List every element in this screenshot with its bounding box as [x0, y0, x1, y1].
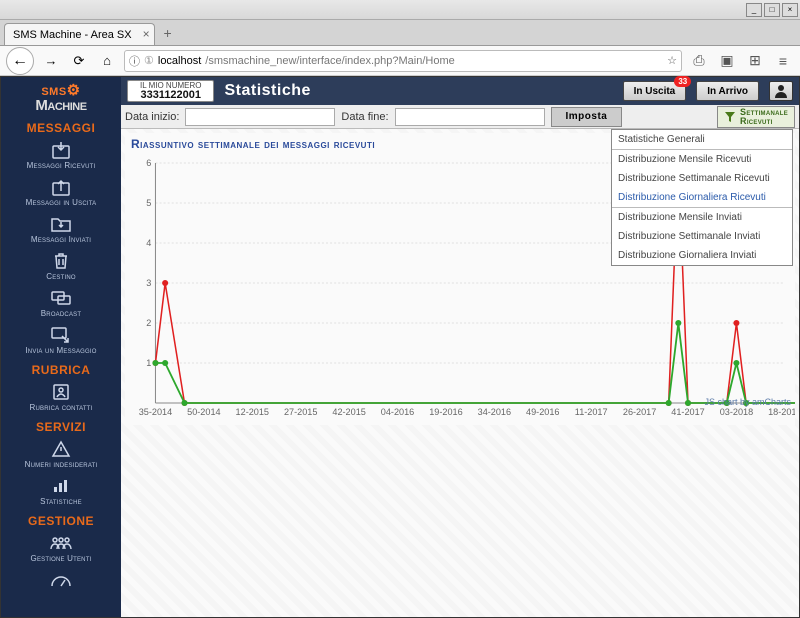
app-logo: sms⚙ Machine: [35, 79, 86, 119]
home-button[interactable]: ⌂: [96, 50, 118, 72]
win-minimize[interactable]: _: [746, 3, 762, 17]
sidebar: sms⚙ Machine MESSAGGI Messaggi Ricevuti …: [1, 77, 121, 617]
trash-icon: [48, 250, 74, 272]
nav-statistiche[interactable]: Statistiche: [40, 475, 82, 506]
dd-dist-settimanale-ricevuti[interactable]: Distribuzione Settimanale Ricevuti: [612, 169, 792, 188]
browser-toolbar: ← → ⟳ ⌂ ⓘ ① localhost /smsmachine_new/in…: [0, 46, 800, 76]
win-maximize[interactable]: □: [764, 3, 780, 17]
svg-text:19-2016: 19-2016: [429, 407, 462, 417]
user-menu-button[interactable]: [769, 81, 793, 101]
gauge-icon: [48, 569, 74, 591]
svg-text:41-2017: 41-2017: [671, 407, 704, 417]
svg-text:12-2015: 12-2015: [236, 407, 269, 417]
svg-text:6: 6: [146, 158, 151, 168]
dd-statistiche-generali[interactable]: Statistiche Generali: [612, 130, 792, 149]
browser-tab[interactable]: SMS Machine - Area SX ×: [4, 23, 155, 45]
back-button[interactable]: ←: [6, 47, 34, 75]
imposta-button[interactable]: Imposta: [551, 107, 623, 127]
url-host: localhost: [158, 55, 201, 67]
extension-icon[interactable]: ⊞: [744, 50, 766, 72]
nav-dashboard[interactable]: [48, 569, 74, 591]
url-bar[interactable]: ⓘ ① localhost /smsmachine_new/interface/…: [124, 50, 682, 72]
contacts-icon: [48, 381, 74, 403]
tab-close-icon[interactable]: ×: [143, 27, 150, 41]
dd-dist-giornaliera-ricevuti[interactable]: Distribuzione Giornaliera Ricevuti: [612, 188, 792, 207]
input-data-fine[interactable]: [395, 108, 545, 126]
info-icon[interactable]: ⓘ: [129, 53, 140, 69]
tab-title: SMS Machine - Area SX: [13, 29, 132, 41]
reload-button[interactable]: ⟳: [68, 50, 90, 72]
svg-text:03-2018: 03-2018: [720, 407, 753, 417]
dd-dist-mensile-ricevuti[interactable]: Distribuzione Mensile Ricevuti: [612, 150, 792, 169]
svg-text:11-2017: 11-2017: [575, 407, 608, 417]
browser-tabstrip: SMS Machine - Area SX × +: [0, 20, 800, 46]
nav-gestione-utenti[interactable]: Gestione Utenti: [31, 532, 92, 563]
section-rubrica: RUBRICA: [32, 363, 91, 377]
dd-dist-mensile-inviati[interactable]: Distribuzione Mensile Inviati: [612, 208, 792, 227]
input-data-inizio[interactable]: [185, 108, 335, 126]
nav-numeri-indesiderati[interactable]: Numeri indesiderati: [25, 438, 98, 469]
new-tab-button[interactable]: +: [157, 25, 179, 45]
forward-button[interactable]: →: [40, 50, 62, 72]
svg-text:42-2015: 42-2015: [332, 407, 365, 417]
stats-filter-dropdown[interactable]: SettimanaleRicevuti: [717, 106, 795, 128]
window-titlebar: _ □ ×: [0, 0, 800, 20]
dd-dist-settimanale-inviati[interactable]: Distribuzione Settimanale Inviati: [612, 227, 792, 246]
menu-icon[interactable]: ≡: [772, 50, 794, 72]
nav-broadcast[interactable]: Broadcast: [41, 287, 81, 318]
broadcast-icon: [48, 287, 74, 309]
nav-cestino[interactable]: Cestino: [46, 250, 76, 281]
nav-messaggi-inviati[interactable]: Messaggi Inviati: [31, 213, 91, 244]
svg-text:35-2014: 35-2014: [139, 407, 172, 417]
svg-text:34-2016: 34-2016: [478, 407, 511, 417]
svg-text:49-2016: 49-2016: [526, 407, 559, 417]
topbar: IL MIO NUMERO 3331122001 Statistiche In …: [121, 77, 799, 105]
main-content: IL MIO NUMERO 3331122001 Statistiche In …: [121, 77, 799, 617]
folder-sent-icon: [48, 213, 74, 235]
svg-text:3: 3: [146, 278, 151, 288]
nav-rubrica-contatti[interactable]: Rubrica contatti: [30, 381, 93, 412]
svg-text:27-2015: 27-2015: [284, 407, 317, 417]
inbox-down-icon: [48, 139, 74, 161]
outbox-up-icon: [48, 176, 74, 198]
svg-text:5: 5: [146, 198, 151, 208]
nav-messaggi-uscita[interactable]: Messaggi in Uscita: [26, 176, 97, 207]
svg-text:1: 1: [146, 358, 151, 368]
svg-text:2: 2: [146, 318, 151, 328]
svg-text:04-2016: 04-2016: [381, 407, 414, 417]
badge-count: 33: [674, 76, 691, 87]
win-close[interactable]: ×: [782, 3, 798, 17]
user-icon: [774, 84, 788, 98]
compose-icon: [48, 324, 74, 346]
url-proto: ①: [144, 54, 154, 67]
filter-bar: Data inizio: Data fine: Imposta Settiman…: [121, 105, 799, 129]
label-data-fine: Data fine:: [341, 111, 388, 123]
label-data-inizio: Data inizio:: [125, 111, 179, 123]
pocket-icon[interactable]: ▣: [716, 50, 738, 72]
stats-dropdown-menu: Statistiche Generali Distribuzione Mensi…: [611, 129, 793, 266]
in-uscita-button[interactable]: In Uscita 33: [623, 81, 687, 101]
users-icon: [48, 532, 74, 554]
svg-text:50-2014: 50-2014: [187, 407, 220, 417]
funnel-icon: [724, 111, 736, 123]
url-path: /smsmachine_new/interface/index.php?Main…: [205, 55, 663, 67]
page-title: Statistiche: [224, 82, 310, 100]
svg-text:26-2017: 26-2017: [623, 407, 656, 417]
warning-icon: [48, 438, 74, 460]
chart-icon: [48, 475, 74, 497]
my-number-box[interactable]: IL MIO NUMERO 3331122001: [127, 80, 214, 102]
dd-dist-giornaliera-inviati[interactable]: Distribuzione Giornaliera Inviati: [612, 246, 792, 265]
in-arrivo-button[interactable]: In Arrivo: [696, 81, 759, 101]
section-messaggi: MESSAGGI: [27, 121, 96, 135]
section-servizi: SERVIZI: [36, 420, 86, 434]
bookmark-star-icon[interactable]: ☆: [667, 54, 677, 67]
library-icon[interactable]: ⎙: [688, 50, 710, 72]
svg-text:4: 4: [146, 238, 151, 248]
svg-text:18-2018: 18-2018: [768, 407, 795, 417]
nav-messaggi-ricevuti[interactable]: Messaggi Ricevuti: [27, 139, 96, 170]
section-gestione: GESTIONE: [28, 514, 94, 528]
chart-watermark: JS chart by amCharts: [704, 397, 791, 407]
nav-invia-messaggio[interactable]: Invia un Messaggio: [25, 324, 96, 355]
